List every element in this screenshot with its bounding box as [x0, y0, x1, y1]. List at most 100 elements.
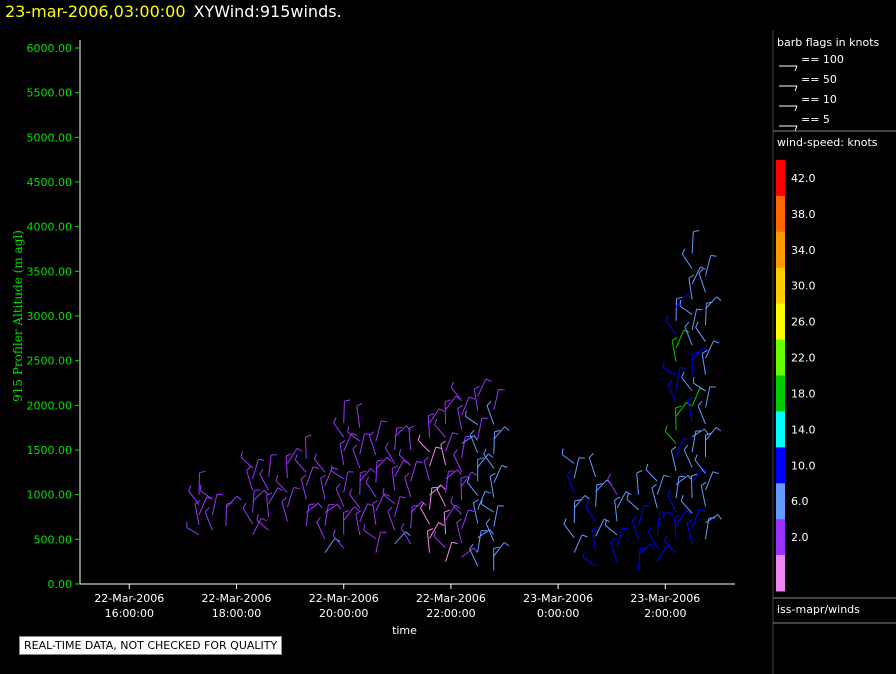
wind-barb-flag — [477, 457, 484, 460]
wind-barb — [566, 474, 575, 494]
wind-barb — [485, 523, 495, 542]
wind-barb-flag — [682, 438, 689, 441]
wind-barb-flag — [581, 534, 588, 538]
barb-legend-label: == 5 — [801, 113, 830, 126]
wind-barb — [359, 433, 365, 455]
wind-barb-flag — [485, 518, 491, 524]
wind-barb — [186, 526, 200, 536]
y-axis-title: 915 Profiler Altitude (m agl) — [11, 230, 25, 402]
wind-barb-flag — [674, 514, 681, 518]
wind-barb — [477, 530, 482, 553]
y-tick-label: 500.00 — [34, 533, 73, 546]
wind-barb — [268, 455, 272, 477]
wind-barb-flag — [339, 440, 346, 445]
wind-barb-flag — [457, 404, 463, 409]
wind-barb — [347, 431, 361, 442]
wind-barb-flag — [681, 371, 685, 378]
wind-barb — [384, 447, 396, 464]
wind-barb-flag — [417, 434, 421, 441]
wind-barb-flag — [277, 487, 284, 492]
wind-barb-flag — [386, 456, 392, 462]
wind-barb-flag — [421, 501, 427, 507]
wind-barb — [705, 426, 717, 441]
wind-barb-flag — [625, 491, 632, 495]
wind-barbs — [186, 230, 722, 571]
wind-barb — [343, 471, 349, 493]
wind-barb-flag — [436, 484, 441, 490]
wind-barb-flag — [382, 488, 385, 495]
wind-barb — [391, 468, 396, 491]
wind-barb — [433, 536, 446, 549]
wind-barb — [429, 522, 440, 539]
wind-barb — [679, 305, 693, 315]
wind-barb — [616, 527, 623, 549]
wind-barb-flag — [664, 535, 667, 542]
wind-barb — [382, 493, 395, 504]
wind-barb — [701, 353, 707, 375]
wind-barb — [675, 367, 681, 390]
wind-barb — [493, 389, 500, 410]
wind-barb — [607, 478, 618, 495]
wind-barb-flag — [313, 453, 318, 460]
wind-barb-flag — [263, 490, 269, 495]
wind-barb-flag — [469, 429, 475, 436]
wind-barb-flag — [659, 512, 666, 514]
wind-barb-flag — [712, 471, 719, 475]
wind-barb-flag — [484, 490, 491, 494]
wind-barb-flag — [626, 493, 629, 500]
wind-barb — [314, 458, 326, 473]
wind-barb-flag — [700, 481, 707, 487]
wind-barb-flag — [242, 502, 247, 509]
barb-legend-flag — [794, 105, 798, 112]
wind-barb-flag — [450, 496, 454, 503]
wind-barb-flag — [256, 514, 259, 521]
wind-barb — [461, 509, 469, 529]
wind-barb — [375, 493, 385, 512]
wind-barb — [410, 506, 413, 529]
wind-barb — [694, 459, 706, 474]
wind-barb — [324, 503, 338, 513]
wind-barb-flag — [632, 516, 638, 521]
wind-barb — [604, 524, 618, 536]
wind-barb-flag — [716, 296, 722, 302]
wind-barb-flag — [466, 476, 470, 483]
wind-barb-flag — [360, 470, 367, 474]
wind-barb — [343, 506, 355, 521]
wind-barb-flag — [701, 468, 708, 473]
wind-barb-flag — [607, 473, 612, 480]
wind-barb — [445, 432, 454, 452]
wind-barb — [324, 538, 336, 554]
x-tick-date: 22-Mar-2006 — [202, 592, 272, 605]
colorbar-band — [776, 231, 785, 269]
wind-barb-flag — [330, 464, 333, 471]
wind-barb-flag — [640, 547, 647, 550]
wind-barb — [375, 531, 381, 553]
wind-barb — [691, 430, 697, 453]
wind-barb — [469, 548, 479, 567]
wind-barb — [686, 523, 693, 544]
wind-barb-flag — [453, 449, 458, 455]
wind-barb-flag — [503, 542, 510, 547]
wind-barb — [246, 470, 254, 491]
wind-barb-flag — [381, 420, 388, 423]
wind-barb — [445, 471, 449, 493]
wind-barb-flag — [369, 431, 375, 437]
wind-barb-flag — [697, 400, 703, 407]
barb-legend-label: == 100 — [801, 53, 844, 66]
chart-title: 23-mar-2006,03:00:00 XYWind:915winds. — [5, 2, 342, 21]
wind-barb — [352, 449, 361, 469]
x-tick-time: 18:00:00 — [212, 607, 261, 620]
wind-barb — [588, 457, 597, 477]
wind-barb-flag — [705, 432, 712, 436]
wind-barb — [461, 396, 470, 416]
wind-barb-flag — [644, 504, 651, 507]
wind-barb-flag — [370, 468, 376, 473]
barb-legend-flag — [794, 65, 798, 72]
wind-barb-flag — [296, 447, 303, 452]
wind-barb — [675, 476, 680, 499]
wind-barb-flag — [199, 484, 202, 491]
wind-barb — [417, 439, 430, 453]
colorbar-band — [776, 339, 785, 376]
wind-barb-flag — [333, 417, 337, 424]
wind-barb — [335, 488, 345, 507]
